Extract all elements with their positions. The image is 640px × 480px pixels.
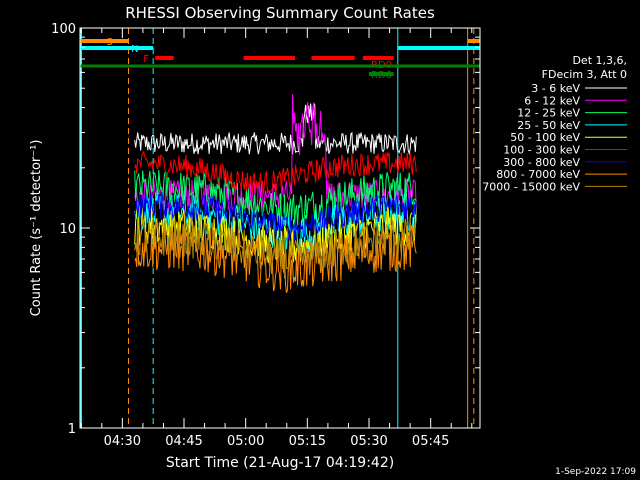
series-line-0	[134, 103, 417, 156]
x-tick-label-5: 05:45	[412, 434, 449, 449]
legend-header-1: FDecim 3, Att 0	[542, 68, 627, 81]
legend-label-8: 7000 - 15000 keV	[482, 180, 580, 193]
y-tick-label-2: 100	[51, 22, 76, 37]
x-tick-label-4: 05:30	[350, 434, 387, 449]
legend-label-3: 25 - 50 keV	[517, 119, 580, 132]
legend-label-4: 50 - 100 keV	[510, 131, 580, 144]
plot-area: SNFRD0RD6	[80, 28, 480, 428]
y-axis-label: Count Rate (s⁻¹ detector⁻¹)	[29, 140, 44, 317]
legend-label-6: 300 - 800 keV	[503, 156, 580, 169]
series-line-5	[134, 150, 417, 195]
x-tick-label-0: 04:30	[104, 434, 141, 449]
x-tick-label-2: 05:00	[227, 434, 264, 449]
annotation-label-1: N	[131, 44, 138, 55]
series-line-4	[134, 206, 417, 264]
series-line-7	[134, 224, 417, 293]
legend-label-5: 100 - 300 keV	[503, 144, 580, 157]
legend-header-0: Det 1,3,6,	[572, 54, 627, 67]
x-axis-label: Start Time (21-Aug-17 04:19:42)	[166, 455, 394, 471]
series-line-6	[134, 191, 417, 241]
x-tick-label-3: 05:15	[289, 434, 326, 449]
series-line-2	[134, 170, 417, 227]
legend-label-7: 800 - 7000 keV	[496, 168, 580, 181]
legend-label-1: 6 - 12 keV	[524, 94, 580, 107]
x-tick-label-1: 04:45	[165, 434, 202, 449]
annotation-label-4: RD6	[371, 70, 392, 81]
legend-label-2: 12 - 25 keV	[517, 107, 580, 120]
legend-label-0: 3 - 6 keV	[531, 82, 580, 95]
axes: 1 10 100 04:30 04:45 05:00 05:15 05:30 05:45	[51, 22, 481, 449]
y-tick-label-1: 10	[59, 222, 76, 237]
chart-title: RHESSI Observing Summary Count Rates	[125, 4, 435, 22]
annotation-label-2: F	[143, 54, 149, 65]
annotation-label-0: S	[107, 37, 113, 48]
series-line-8	[134, 217, 417, 279]
y-tick-label-0: 1	[68, 422, 76, 437]
footer-timestamp: 1-Sep-2022 17:09	[555, 467, 636, 477]
